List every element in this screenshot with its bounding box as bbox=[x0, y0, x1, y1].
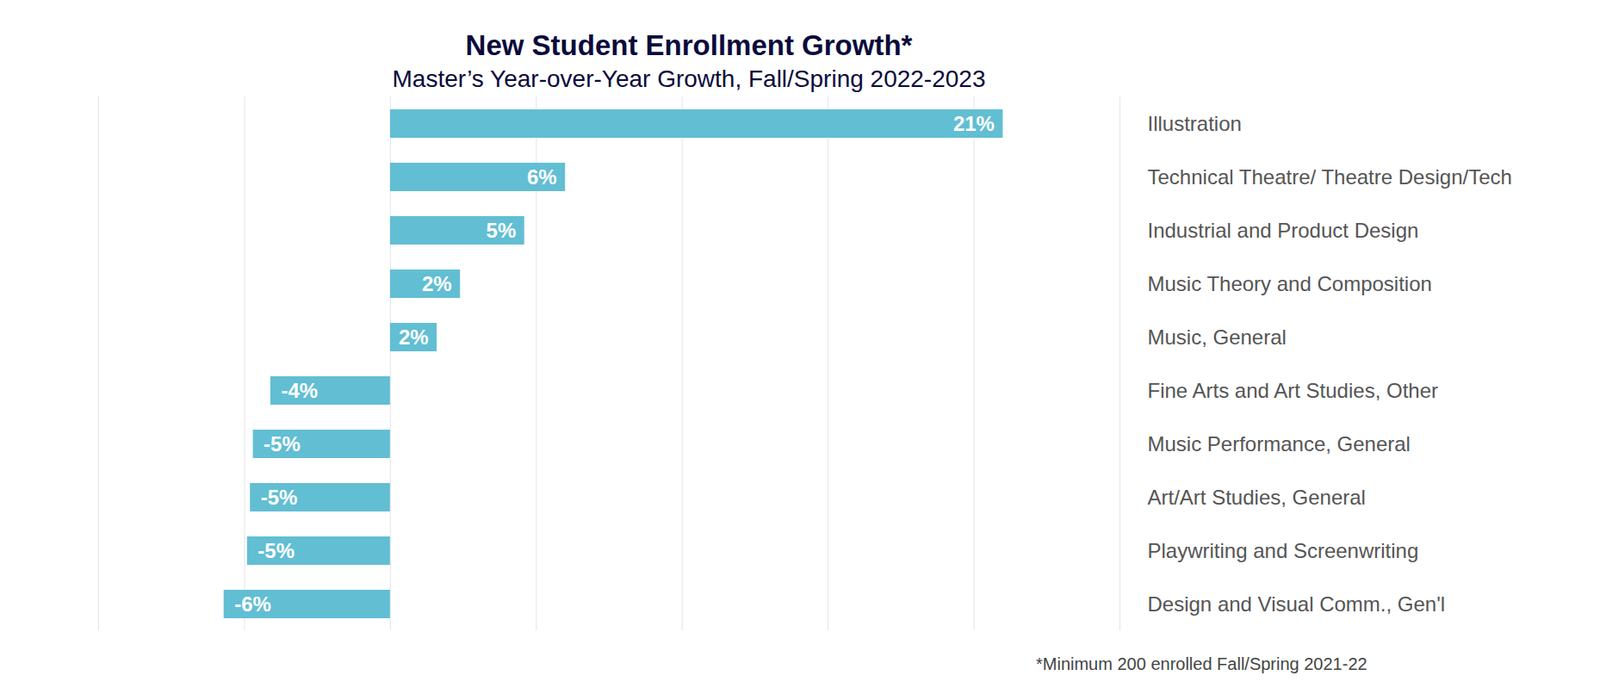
svg-text:Fine Arts and Art Studies, Oth: Fine Arts and Art Studies, Other bbox=[1147, 378, 1439, 403]
svg-text:2%: 2% bbox=[421, 272, 453, 296]
html-text:Master’s Year-over-Year Growth: Master’s Year-over-Year Growth, Fall/Spr… bbox=[392, 65, 986, 93]
svg-text:21%: 21% bbox=[953, 111, 995, 136]
svg-text:Music Performance, General: Music Performance, General bbox=[1147, 432, 1411, 456]
svg-text:-4%: -4% bbox=[280, 378, 318, 403]
svg-text:-5%: -5% bbox=[263, 432, 301, 456]
svg-text:2%: 2% bbox=[398, 325, 429, 349]
svg-text:Music, General: Music, General bbox=[1147, 325, 1287, 349]
svg-text:-5%: -5% bbox=[260, 485, 298, 509]
html-text:*Minimum 200 enrolled Fall/Spr: *Minimum 200 enrolled Fall/Spring 2021-2… bbox=[1035, 654, 1368, 674]
svg-text:Design and Visual Comm., Gen'l: Design and Visual Comm., Gen'l bbox=[1147, 592, 1446, 616]
svg-text:Art/Art Studies, General: Art/Art Studies, General bbox=[1147, 485, 1366, 509]
html-text:New Student Enrollment Growth*: New Student Enrollment Growth* bbox=[465, 29, 913, 62]
svg-text:Technical Theatre/ Theatre Des: Technical Theatre/ Theatre Design/Tech bbox=[1147, 165, 1513, 189]
svg-text:Music Theory and Composition: Music Theory and Composition bbox=[1147, 272, 1433, 296]
svg-text:Playwriting and Screenwriting: Playwriting and Screenwriting bbox=[1147, 539, 1420, 563]
svg-text:5%: 5% bbox=[486, 218, 517, 242]
svg-text:-6%: -6% bbox=[234, 592, 272, 616]
svg-text:Industrial and Product Design: Industrial and Product Design bbox=[1147, 218, 1420, 242]
svg-text:Illustration: Illustration bbox=[1147, 111, 1242, 136]
svg-text:-5%: -5% bbox=[257, 539, 295, 563]
svg-text:6%: 6% bbox=[527, 165, 558, 189]
